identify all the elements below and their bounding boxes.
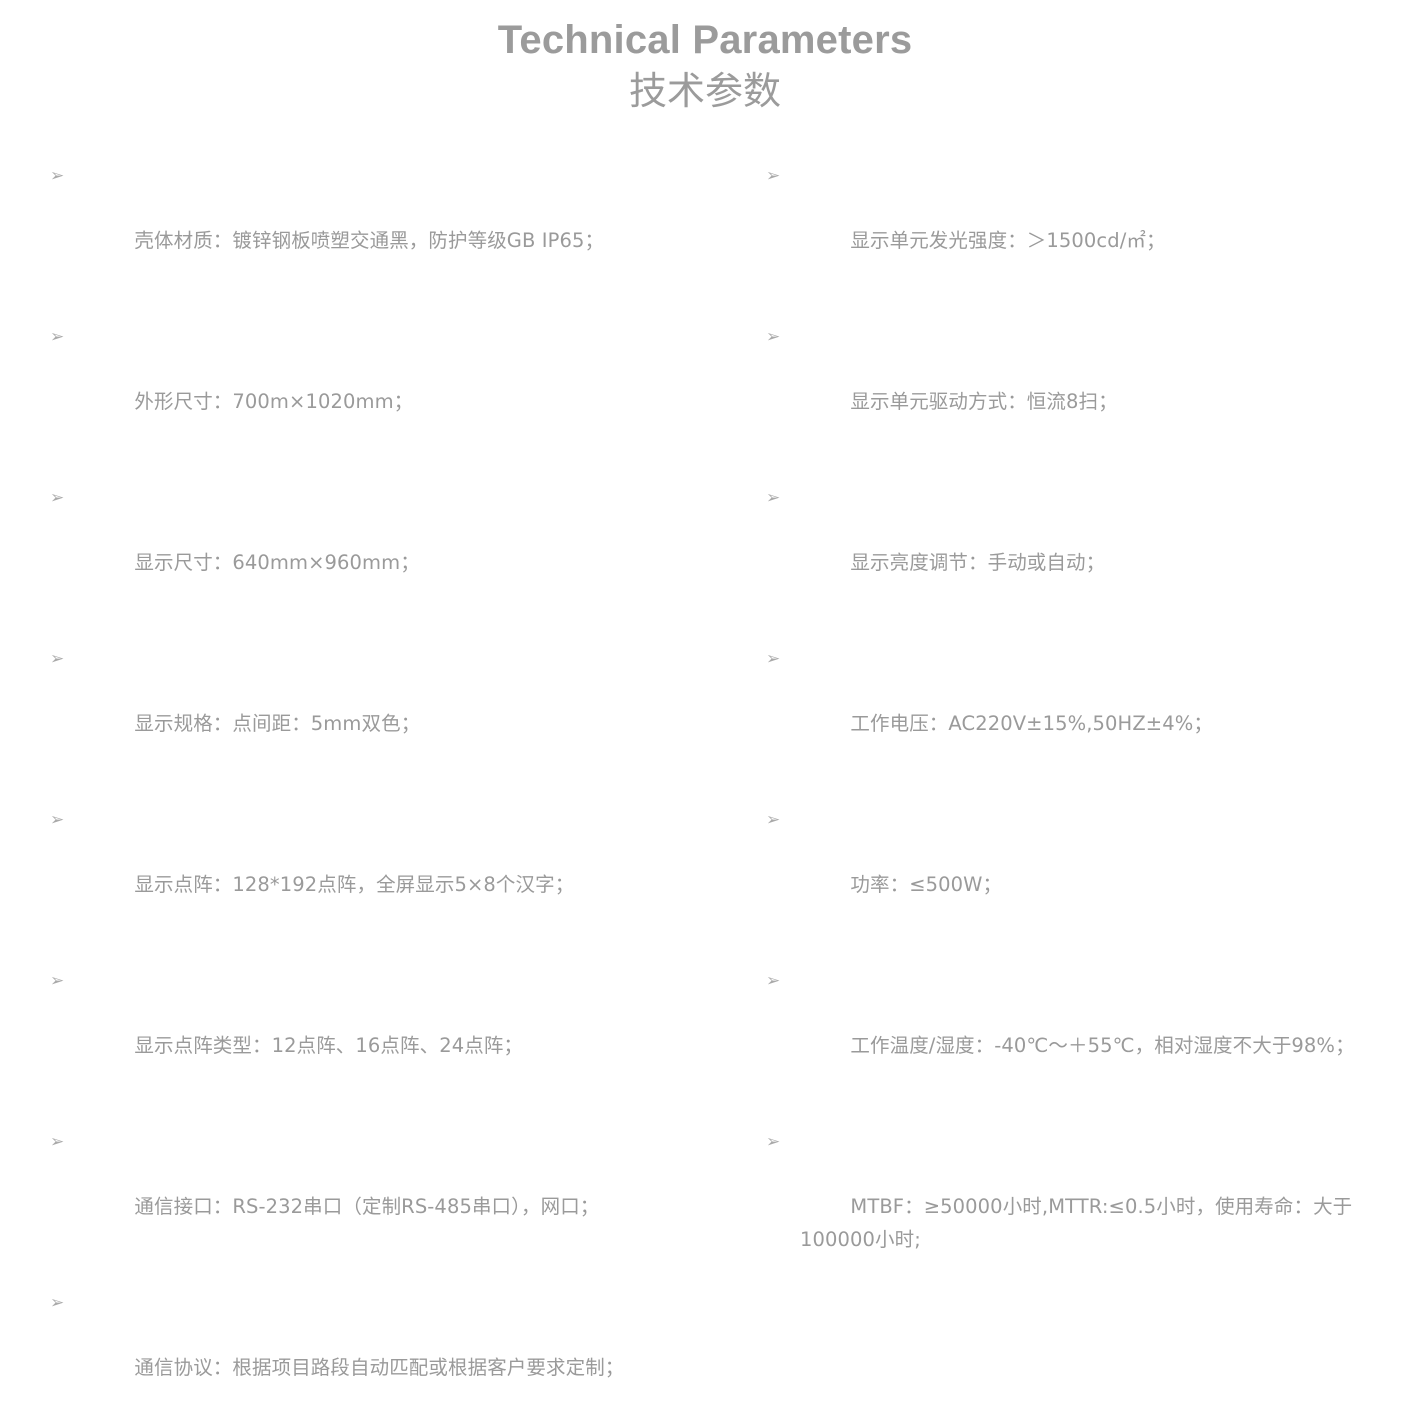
spec-item-text: 工作温度/湿度：-40℃～＋55℃，相对湿度不大于98%； <box>850 1034 1355 1057</box>
spec-item: ➢ 显示规格：点间距：5mm双色； <box>44 643 704 773</box>
spec-item-text: 显示单元发光强度：＞1500cd/㎡； <box>850 229 1166 252</box>
spec-item: ➢ 显示点阵类型：12点阵、16点阵、24点阵； <box>44 965 704 1095</box>
arrow-bullet-icon: ➢ <box>766 649 781 669</box>
arrow-bullet-icon: ➢ <box>766 1132 781 1152</box>
spec-item-text: 显示亮度调节：手动或自动； <box>850 551 1106 574</box>
spec-item-text: 显示单元驱动方式：恒流8扫； <box>850 390 1118 413</box>
arrow-bullet-icon: ➢ <box>766 488 781 508</box>
spec-item-text: 显示规格：点间距：5mm双色； <box>134 712 421 735</box>
spec-item: ➢ 外形尺寸：700m×1020mm； <box>44 321 704 451</box>
arrow-bullet-icon: ➢ <box>766 327 781 347</box>
arrow-bullet-icon: ➢ <box>50 327 65 347</box>
spec-item-text: 壳体材质：镀锌钢板喷塑交通黑，防护等级GB IP65； <box>134 229 605 252</box>
spec-item: ➢ 显示点阵：128*192点阵，全屏显示5×8个汉字； <box>44 804 704 934</box>
arrow-bullet-icon: ➢ <box>50 649 65 669</box>
arrow-bullet-icon: ➢ <box>766 971 781 991</box>
spec-item: ➢ 壳体材质：镀锌钢板喷塑交通黑，防护等级GB IP65； <box>44 160 704 290</box>
spec-item: ➢ 显示单元驱动方式：恒流8扫； <box>760 321 1380 451</box>
arrow-bullet-icon: ➢ <box>50 1293 65 1313</box>
specifications-columns: ➢ 壳体材质：镀锌钢板喷塑交通黑，防护等级GB IP65； ➢ 外形尺寸：700… <box>0 160 1410 1379</box>
spec-item: ➢ 显示亮度调节：手动或自动； <box>760 482 1380 612</box>
spec-item: ➢ 工作温度/湿度：-40℃～＋55℃，相对湿度不大于98%； <box>760 965 1380 1095</box>
spec-item: ➢ 工作电压：AC220V±15%,50HZ±4%； <box>760 643 1380 773</box>
spec-item-text: 功率：≤500W； <box>850 873 1003 896</box>
spec-item-text: 通信接口：RS-232串口（定制RS-485串口），网口； <box>134 1195 600 1218</box>
arrow-bullet-icon: ➢ <box>50 1132 65 1152</box>
spec-item-text: 通信协议：根据项目路段自动匹配或根据客户要求定制； <box>134 1356 625 1379</box>
spec-item: ➢ 功率：≤500W； <box>760 804 1380 934</box>
technical-parameters-page: Technical Parameters 技术参数 ➢ 壳体材质：镀锌钢板喷塑交… <box>0 0 1410 1379</box>
page-title-english: Technical Parameters <box>497 18 913 62</box>
page-header: Technical Parameters 技术参数 <box>0 0 1410 114</box>
spec-item: ➢ MTBF：≥50000小时,MTTR:≤0.5小时，使用寿命：大于10000… <box>760 1126 1380 1289</box>
spec-item-text: MTBF：≥50000小时,MTTR:≤0.5小时，使用寿命：大于100000小… <box>800 1195 1353 1251</box>
spec-item-text: 工作电压：AC220V±15%,50HZ±4%； <box>850 712 1213 735</box>
arrow-bullet-icon: ➢ <box>50 810 65 830</box>
spec-item-text: 外形尺寸：700m×1020mm； <box>134 390 414 413</box>
specifications-left-column: ➢ 壳体材质：镀锌钢板喷塑交通黑，防护等级GB IP65； ➢ 外形尺寸：700… <box>44 160 704 1417</box>
arrow-bullet-icon: ➢ <box>50 971 65 991</box>
arrow-bullet-icon: ➢ <box>50 166 65 186</box>
page-title-chinese: 技术参数 <box>628 69 781 113</box>
spec-item-text: 显示点阵：128*192点阵，全屏显示5×8个汉字； <box>134 873 575 896</box>
arrow-bullet-icon: ➢ <box>50 488 65 508</box>
spec-item-text: 显示点阵类型：12点阵、16点阵、24点阵； <box>134 1034 524 1057</box>
spec-item: ➢ 显示单元发光强度：＞1500cd/㎡； <box>760 160 1380 290</box>
spec-item-text: 显示尺寸：640mm×960mm； <box>134 551 420 574</box>
specifications-right-column: ➢ 显示单元发光强度：＞1500cd/㎡； ➢ 显示单元驱动方式：恒流8扫； ➢… <box>760 160 1380 1320</box>
arrow-bullet-icon: ➢ <box>766 810 781 830</box>
arrow-bullet-icon: ➢ <box>766 166 781 186</box>
spec-item: ➢ 通信协议：根据项目路段自动匹配或根据客户要求定制； <box>44 1287 704 1417</box>
spec-item: ➢ 显示尺寸：640mm×960mm； <box>44 482 704 612</box>
spec-item: ➢ 通信接口：RS-232串口（定制RS-485串口），网口； <box>44 1126 704 1256</box>
